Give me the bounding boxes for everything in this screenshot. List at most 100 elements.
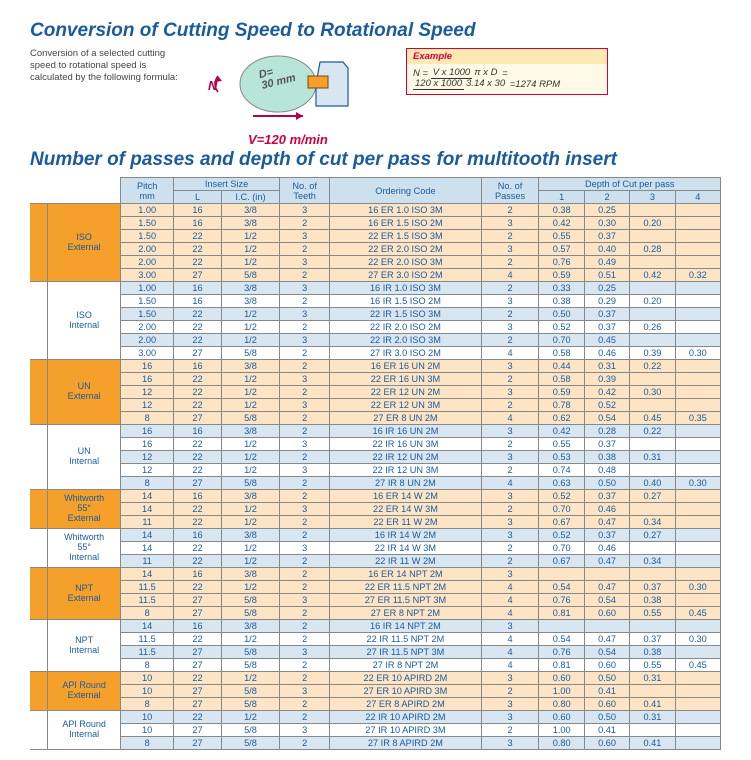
cell: 3/8 — [221, 217, 279, 230]
col-teeth: No. ofTeeth — [279, 178, 329, 204]
cell: 2 — [481, 464, 539, 477]
col-L: L — [174, 191, 222, 204]
cell: 0.53 — [539, 451, 584, 464]
cell: 0.70 — [539, 542, 584, 555]
cell: 3 — [279, 464, 329, 477]
table-row: 1.50221/2322 ER 1.5 ISO 3M20.550.37 — [30, 230, 721, 243]
col-d2: 2 — [584, 191, 629, 204]
cell: 1.00 — [539, 685, 584, 698]
cell: 0.54 — [539, 633, 584, 646]
cell: 22 — [174, 399, 222, 412]
cell: 16 — [174, 620, 222, 633]
cell — [630, 204, 675, 217]
cell — [675, 464, 720, 477]
cell: 12 — [121, 451, 174, 464]
cell: 5/8 — [221, 594, 279, 607]
cell: 0.45 — [584, 334, 629, 347]
cell: 22 IR 12 UN 3M — [330, 464, 481, 477]
intro-text: Conversion of a selected cutting speed t… — [30, 48, 180, 84]
cell: 14 — [121, 529, 174, 542]
title-passes: Number of passes and depth of cut per pa… — [30, 149, 721, 171]
cell: 3 — [279, 308, 329, 321]
cell — [630, 685, 675, 698]
cell: 16 — [174, 568, 222, 581]
top-row: Conversion of a selected cutting speed t… — [30, 48, 721, 143]
cell: 16 — [174, 217, 222, 230]
cell: 0.55 — [630, 659, 675, 672]
table-row: 14221/2322 ER 14 W 3M20.700.46 — [30, 503, 721, 516]
table-row: 1.50221/2322 IR 1.5 ISO 3M20.500.37 — [30, 308, 721, 321]
cell: 27 IR 10 APIRD 3M — [330, 724, 481, 737]
cell: 22 — [174, 230, 222, 243]
cell: 0.52 — [539, 529, 584, 542]
cell: 1/2 — [221, 308, 279, 321]
cell: 0.30 — [584, 217, 629, 230]
cell: 3 — [279, 646, 329, 659]
cell: 27 IR 11.5 NPT 3M — [330, 646, 481, 659]
cell: 3 — [481, 217, 539, 230]
cell: 16 ER 14 W 2M — [330, 490, 481, 503]
cell: 0.50 — [584, 672, 629, 685]
cell: 27 — [174, 594, 222, 607]
col-ic: I.C. (in) — [221, 191, 279, 204]
cell — [675, 542, 720, 555]
table-row: 8275/8227 ER 8 UN 2M40.620.540.450.35 — [30, 412, 721, 425]
cell — [675, 568, 720, 581]
table-row: Whitworth55°Internal14163/8216 IR 14 W 2… — [30, 529, 721, 542]
cell: 1/2 — [221, 542, 279, 555]
cell: 1/2 — [221, 256, 279, 269]
cell: 2 — [481, 282, 539, 295]
cell: 0.29 — [584, 295, 629, 308]
cell: 22 ER 11 W 2M — [330, 516, 481, 529]
cell: 0.70 — [539, 334, 584, 347]
table-row: 11.5221/2222 IR 11.5 NPT 2M40.540.470.37… — [30, 633, 721, 646]
cell: 3 — [279, 256, 329, 269]
col-pitch: Pitchmm — [121, 178, 174, 204]
cell: 0.37 — [584, 230, 629, 243]
cell: 27 — [174, 412, 222, 425]
cell: 0.47 — [584, 555, 629, 568]
group-name: API RoundInternal — [48, 711, 121, 750]
cell — [675, 516, 720, 529]
cell: 8 — [121, 412, 174, 425]
cell — [630, 373, 675, 386]
cell: 22 — [174, 451, 222, 464]
group-stripe — [30, 711, 48, 750]
cell: 3 — [279, 282, 329, 295]
cell: 14 — [121, 542, 174, 555]
cell: 0.39 — [630, 347, 675, 360]
cell: 5/8 — [221, 724, 279, 737]
cell: 0.52 — [539, 321, 584, 334]
cell: 0.42 — [539, 425, 584, 438]
cell: 1.50 — [121, 230, 174, 243]
table-row: ISOInternal1.00163/8316 IR 1.0 ISO 3M20.… — [30, 282, 721, 295]
cell — [675, 594, 720, 607]
cell: 0.30 — [675, 581, 720, 594]
cell: 0.42 — [630, 269, 675, 282]
cell: 3 — [279, 230, 329, 243]
cell: 22 — [174, 711, 222, 724]
cell: 2.00 — [121, 334, 174, 347]
cell: 4 — [481, 269, 539, 282]
cell: 2 — [279, 711, 329, 724]
cell: 11 — [121, 555, 174, 568]
cell: 1/2 — [221, 386, 279, 399]
cell: 0.20 — [630, 295, 675, 308]
group-stripe — [30, 620, 48, 672]
cell: 1.00 — [121, 204, 174, 217]
cell: 0.37 — [584, 529, 629, 542]
cell: 3/8 — [221, 490, 279, 503]
group-stripe — [30, 282, 48, 360]
cell: 0.70 — [539, 503, 584, 516]
cell: 0.55 — [539, 230, 584, 243]
cell: 27 ER 11.5 NPT 3M — [330, 594, 481, 607]
cell: 1/2 — [221, 321, 279, 334]
cell: 3 — [481, 529, 539, 542]
cell: 3 — [481, 451, 539, 464]
cell: 0.31 — [584, 360, 629, 373]
cell: 3/8 — [221, 425, 279, 438]
cell: 0.38 — [539, 204, 584, 217]
group-stripe — [30, 529, 48, 568]
cell: 2 — [481, 438, 539, 451]
cell: 0.74 — [539, 464, 584, 477]
